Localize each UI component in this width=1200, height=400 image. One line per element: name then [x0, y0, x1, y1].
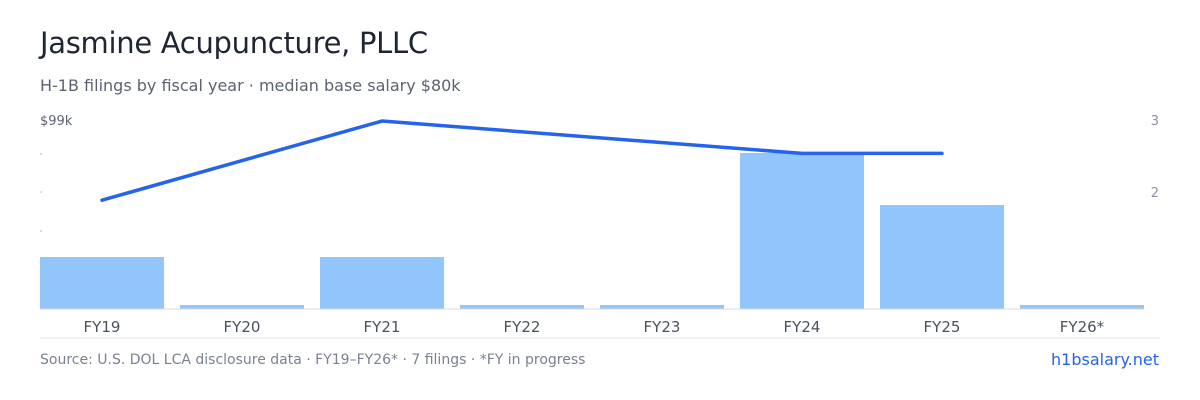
left-axis-tick-dot — [40, 230, 42, 232]
bar-fy22 — [460, 305, 584, 309]
x-tick-label: FY24 — [784, 318, 821, 336]
left-axis-top-label: $99k — [40, 114, 73, 129]
x-tick-label: FY21 — [364, 318, 401, 336]
chart-title: Jasmine Acupuncture, PLLC — [40, 26, 428, 60]
brand-link[interactable]: h1bsalary.net — [1051, 350, 1159, 369]
right-axis-tick-label: 3 — [1151, 114, 1159, 129]
bar-fy19 — [40, 257, 164, 309]
x-tick-label: FY19 — [84, 318, 121, 336]
chart-subtitle: H-1B filings by fiscal year · median bas… — [40, 76, 461, 95]
median-salary-line — [100, 119, 944, 202]
x-axis-labels: FY19 FY20 FY21 FY22 FY23 FY24 FY25 FY26* — [84, 318, 1105, 336]
bar-fy23 — [600, 305, 724, 309]
left-axis-tick-dot — [40, 191, 42, 193]
bar-series — [40, 153, 1144, 309]
bar-fy26-star — [1020, 305, 1144, 309]
x-tick-label: FY22 — [504, 318, 541, 336]
bar-fy20 — [180, 305, 304, 309]
left-axis-dots — [40, 153, 42, 232]
x-tick-label: FY25 — [924, 318, 961, 336]
bar-fy25 — [880, 205, 1004, 309]
x-tick-label: FY23 — [644, 318, 681, 336]
left-axis-tick-dot — [40, 153, 42, 155]
x-tick-label: FY26* — [1060, 318, 1105, 336]
right-axis-ticks: 32 — [1151, 114, 1159, 201]
bar-fy21 — [320, 257, 444, 309]
source-note: Source: U.S. DOL LCA disclosure data · F… — [40, 352, 586, 368]
right-axis-tick-label: 2 — [1151, 186, 1159, 201]
bar-fy24 — [740, 153, 864, 309]
x-tick-label: FY20 — [224, 318, 261, 336]
